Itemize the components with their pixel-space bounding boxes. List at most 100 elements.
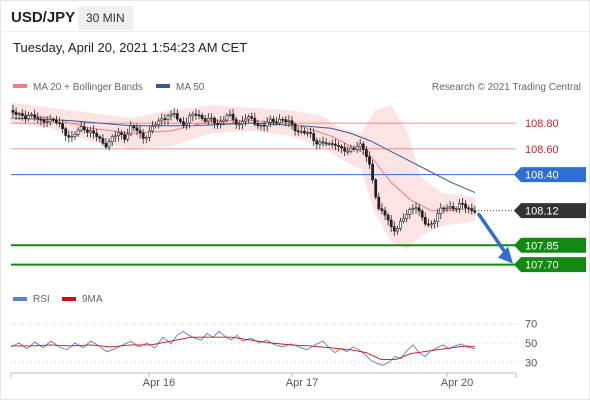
ma50-legend-label: MA 50 [176, 82, 205, 93]
candle-body [67, 135, 71, 138]
candle-body [61, 123, 65, 129]
resistance-2-label: 108.80 [525, 118, 559, 130]
candle-body [265, 122, 269, 127]
candle-body [113, 135, 117, 138]
candle-body [343, 147, 347, 152]
candle-body [318, 141, 322, 145]
ma20-legend-label: MA 20 + Bollinger Bands [33, 82, 143, 93]
candle-body [306, 132, 309, 134]
candle-body [290, 120, 294, 125]
candle-body [420, 210, 424, 218]
candle-body [117, 132, 120, 137]
bollinger-band [11, 102, 475, 250]
candle-body [231, 113, 235, 120]
candle-body [179, 118, 182, 122]
candle-body [268, 118, 272, 123]
support-2-tag [514, 257, 586, 273]
candle-body [302, 130, 306, 134]
candle-body [451, 206, 455, 210]
ma50-legend-swatch [156, 84, 170, 88]
candle-body [182, 121, 185, 126]
candle-body [222, 119, 226, 122]
candle-body [470, 208, 474, 212]
candle-body [76, 130, 80, 135]
candle-body [39, 118, 43, 121]
candle-body [194, 113, 198, 116]
candle-body [448, 206, 452, 209]
candle-body [312, 133, 316, 141]
candle-body [408, 209, 412, 215]
rsi-panel: 70 50 30 [10, 319, 537, 369]
candle-body [241, 120, 244, 125]
candle-body [321, 141, 325, 144]
support-1-label: 107.85 [525, 240, 559, 252]
candle-body [166, 115, 170, 120]
candle-body [256, 123, 260, 126]
candle-body [411, 208, 415, 210]
rsi-tick-label: 30 [525, 357, 537, 369]
candle-body [163, 118, 167, 121]
candle-body [330, 143, 334, 145]
copyright-label: Research © 2021 Trading Central [432, 82, 581, 93]
candle-body [275, 121, 278, 124]
candle-body [203, 118, 207, 122]
pivot-label: 108.40 [525, 170, 559, 182]
candle-body [293, 123, 297, 132]
candle-body [426, 223, 430, 226]
candle-body [433, 221, 437, 224]
candle-body [352, 147, 356, 150]
candle-body [82, 126, 86, 131]
candle-body [358, 143, 362, 148]
candle-body [371, 163, 375, 181]
candle-body [98, 136, 102, 139]
candle-body [259, 124, 263, 127]
candle-body [457, 203, 461, 209]
candle-body [197, 114, 201, 117]
candle-body [299, 130, 303, 133]
candle-body [439, 207, 443, 215]
timeframe-button[interactable]: 30 MIN [78, 6, 133, 30]
candle-body [45, 121, 49, 123]
candle-body [132, 125, 136, 129]
candle-body [315, 140, 319, 145]
candle-body [368, 156, 371, 165]
candle-body [138, 130, 142, 134]
rsi-ma-line [11, 336, 476, 360]
candle-body [33, 114, 37, 118]
candle-body [423, 217, 427, 225]
candle-body [185, 122, 189, 126]
time-axis-label: Apr 20 [441, 377, 473, 389]
candle-body [430, 223, 433, 226]
candle-body [327, 143, 331, 145]
candle-body [247, 116, 251, 120]
candle-body [101, 138, 105, 144]
candle-body [151, 125, 154, 132]
forecast-arrow [477, 212, 513, 264]
candle-body [11, 109, 15, 113]
candle-body [188, 115, 192, 124]
candle-body [110, 136, 114, 143]
candle-body [287, 120, 291, 123]
candle-body [445, 207, 449, 210]
rsi-tick-label: 50 [525, 338, 537, 350]
candle-body [210, 117, 213, 120]
candle-body [54, 119, 58, 123]
candle-body [271, 118, 275, 123]
candle-body [244, 118, 247, 122]
candle-body [253, 117, 257, 125]
candle-body [361, 143, 365, 150]
candle-body [414, 207, 418, 210]
candle-body [364, 149, 368, 157]
candle-body [262, 124, 266, 127]
candle-body [225, 114, 229, 121]
candle-body [213, 117, 216, 124]
candle-body [436, 213, 440, 223]
candle-body [200, 115, 204, 119]
candle-body [383, 210, 387, 216]
candle-body [442, 207, 446, 210]
candle-body [73, 134, 77, 137]
rsi-legend-swatch [13, 297, 27, 301]
candle-body [17, 113, 21, 115]
candle-body [296, 130, 300, 133]
